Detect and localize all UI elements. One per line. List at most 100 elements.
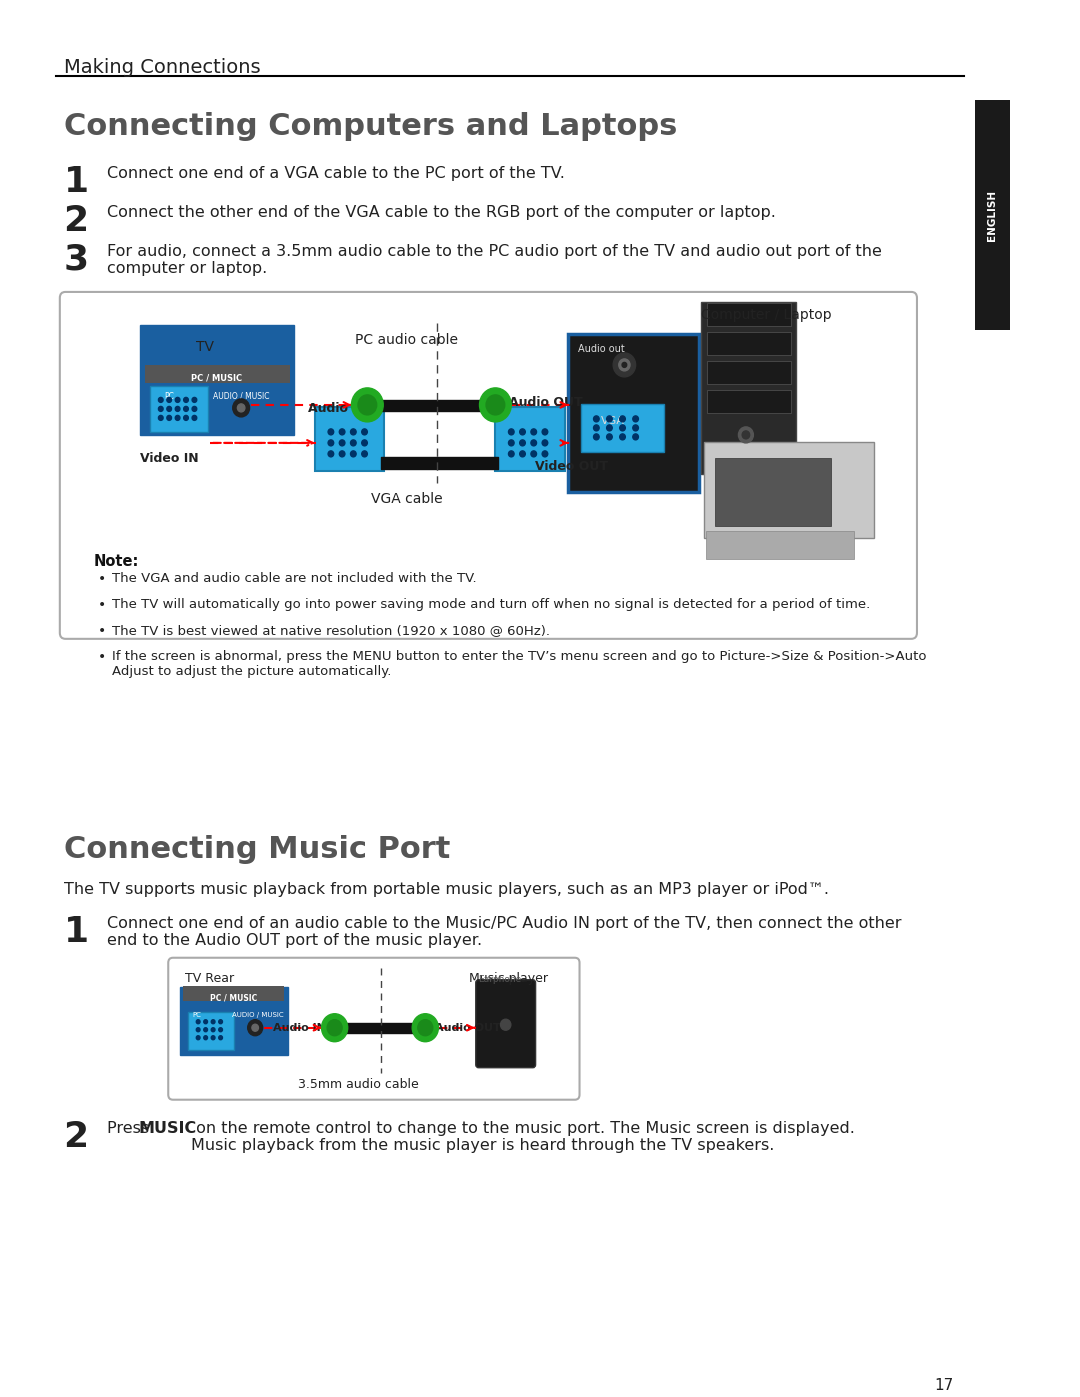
FancyBboxPatch shape	[59, 292, 917, 638]
Circle shape	[184, 397, 188, 402]
Circle shape	[607, 425, 612, 430]
FancyBboxPatch shape	[706, 332, 791, 355]
Circle shape	[351, 429, 356, 434]
Circle shape	[742, 430, 750, 439]
Text: •: •	[98, 624, 107, 638]
Circle shape	[542, 440, 548, 446]
Circle shape	[357, 395, 377, 415]
Text: Audio out: Audio out	[578, 344, 624, 353]
Text: Note:: Note:	[94, 553, 139, 569]
Circle shape	[175, 407, 180, 411]
Circle shape	[175, 415, 180, 420]
Circle shape	[594, 434, 599, 440]
Circle shape	[633, 416, 638, 422]
Circle shape	[519, 429, 525, 434]
Circle shape	[531, 429, 537, 434]
Circle shape	[362, 440, 367, 446]
Circle shape	[509, 451, 514, 457]
Circle shape	[328, 440, 334, 446]
Text: Connect one end of an audio cable to the Music/PC Audio IN port of the TV, then : Connect one end of an audio cable to the…	[108, 916, 902, 949]
Circle shape	[519, 451, 525, 457]
Text: Audio OUT: Audio OUT	[434, 1023, 500, 1032]
Circle shape	[159, 397, 163, 402]
Text: ENGLISH: ENGLISH	[987, 190, 997, 240]
Text: TV: TV	[197, 339, 214, 353]
FancyBboxPatch shape	[150, 386, 208, 432]
Circle shape	[620, 425, 625, 430]
Circle shape	[362, 429, 367, 434]
Circle shape	[362, 451, 367, 457]
Text: Audio OUT: Audio OUT	[510, 395, 583, 409]
Circle shape	[509, 429, 514, 434]
Circle shape	[166, 397, 172, 402]
Circle shape	[166, 415, 172, 420]
Text: Audio IN: Audio IN	[309, 402, 367, 415]
Circle shape	[418, 1020, 433, 1035]
Circle shape	[197, 1028, 200, 1032]
Text: PC audio cable: PC audio cable	[355, 332, 458, 346]
FancyBboxPatch shape	[581, 404, 663, 451]
Text: Connecting Computers and Laptops: Connecting Computers and Laptops	[64, 112, 677, 141]
Circle shape	[204, 1035, 207, 1039]
Circle shape	[633, 425, 638, 430]
Circle shape	[480, 388, 511, 422]
FancyBboxPatch shape	[701, 302, 796, 474]
Text: The TV supports music playback from portable music players, such as an MP3 playe: The TV supports music playback from port…	[64, 882, 828, 897]
Circle shape	[633, 434, 638, 440]
Text: •: •	[98, 571, 107, 585]
Circle shape	[607, 434, 612, 440]
FancyBboxPatch shape	[704, 441, 874, 538]
Circle shape	[351, 388, 383, 422]
Circle shape	[620, 416, 625, 422]
Circle shape	[233, 400, 249, 416]
FancyBboxPatch shape	[975, 101, 1010, 330]
Circle shape	[339, 451, 345, 457]
Text: PC: PC	[193, 1011, 202, 1018]
Text: 1: 1	[64, 915, 89, 949]
Circle shape	[219, 1028, 222, 1032]
Text: Music player: Music player	[469, 972, 549, 985]
Text: AUDIO / MUSIC: AUDIO / MUSIC	[232, 1011, 284, 1018]
FancyBboxPatch shape	[184, 986, 284, 1000]
Text: Press: Press	[108, 1120, 154, 1136]
Text: PC / MUSIC: PC / MUSIC	[210, 993, 257, 1003]
Circle shape	[204, 1020, 207, 1024]
Text: If the screen is abnormal, press the MENU button to enter the TV’s menu screen a: If the screen is abnormal, press the MEN…	[112, 650, 927, 678]
Text: PC / MUSIC: PC / MUSIC	[191, 374, 242, 383]
Circle shape	[219, 1035, 222, 1039]
Circle shape	[175, 397, 180, 402]
Circle shape	[351, 440, 356, 446]
FancyBboxPatch shape	[168, 958, 580, 1099]
FancyBboxPatch shape	[706, 390, 791, 414]
Circle shape	[542, 451, 548, 457]
FancyBboxPatch shape	[705, 531, 854, 559]
Circle shape	[212, 1028, 215, 1032]
Circle shape	[594, 416, 599, 422]
Text: PC: PC	[164, 393, 174, 401]
Text: The TV is best viewed at native resolution (1920 x 1080 @ 60Hz).: The TV is best viewed at native resoluti…	[112, 624, 550, 637]
Circle shape	[339, 440, 345, 446]
Circle shape	[192, 407, 197, 411]
Circle shape	[159, 407, 163, 411]
Circle shape	[166, 407, 172, 411]
FancyBboxPatch shape	[476, 979, 536, 1067]
Circle shape	[238, 404, 245, 412]
Circle shape	[322, 1014, 348, 1042]
Circle shape	[509, 440, 514, 446]
Text: Connect the other end of the VGA cable to the RGB port of the computer or laptop: Connect the other end of the VGA cable t…	[108, 205, 777, 219]
Text: Connecting Music Port: Connecting Music Port	[64, 835, 450, 863]
Circle shape	[197, 1035, 200, 1039]
Text: Audio IN: Audio IN	[273, 1023, 326, 1032]
Circle shape	[542, 429, 548, 434]
Text: The VGA and audio cable are not included with the TV.: The VGA and audio cable are not included…	[112, 571, 476, 585]
FancyBboxPatch shape	[145, 365, 289, 383]
FancyBboxPatch shape	[315, 407, 384, 471]
Circle shape	[184, 407, 188, 411]
Circle shape	[619, 359, 630, 370]
FancyBboxPatch shape	[180, 986, 288, 1055]
FancyBboxPatch shape	[188, 1011, 233, 1049]
Circle shape	[622, 362, 626, 367]
Circle shape	[252, 1024, 258, 1031]
Circle shape	[486, 395, 504, 415]
Circle shape	[607, 416, 612, 422]
